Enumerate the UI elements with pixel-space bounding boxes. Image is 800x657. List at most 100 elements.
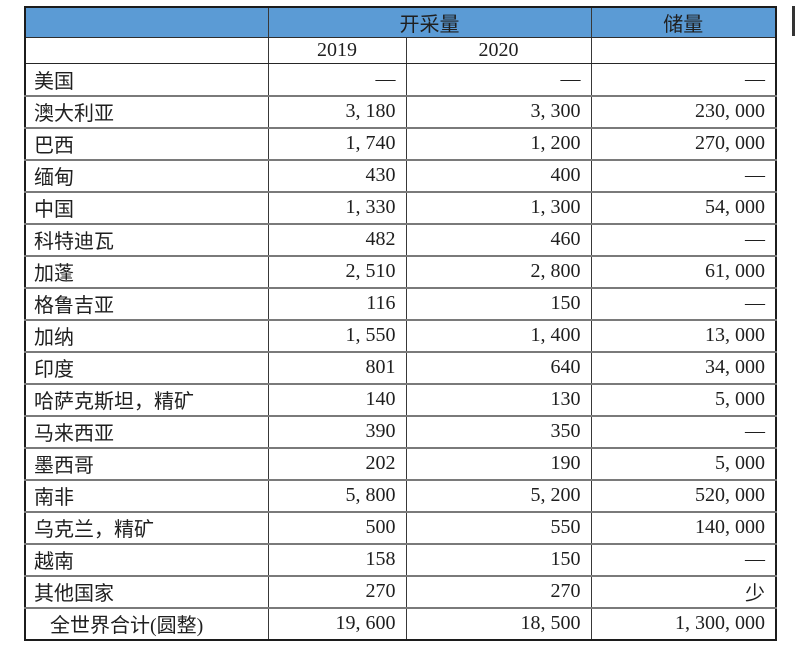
reserves-cell: 少 xyxy=(590,575,777,609)
reserves-cell: 5, 000 xyxy=(590,383,777,417)
reserves-cell: — xyxy=(590,223,777,257)
country-cell: 印度 xyxy=(24,351,269,385)
production-2019-cell: 1, 740 xyxy=(267,127,407,161)
production-2019-cell: 270 xyxy=(267,575,407,609)
country-cell: 科特迪瓦 xyxy=(24,223,269,257)
table-row: 全世界合计(圆整) 19, 600 18, 500 1, 300, 000 xyxy=(24,607,777,640)
production-2020-cell: 1, 400 xyxy=(405,319,592,353)
production-2020-cell: 1, 300 xyxy=(405,191,592,225)
reserves-cell: 270, 000 xyxy=(590,127,777,161)
production-2020-cell: 1, 200 xyxy=(405,127,592,161)
table-row: 印度 801 640 34, 000 xyxy=(24,351,777,385)
table-row: 美国 — — — xyxy=(24,63,777,97)
production-2019-cell: 430 xyxy=(267,159,407,193)
production-2019-cell: 482 xyxy=(267,223,407,257)
table-row: 墨西哥 202 190 5, 000 xyxy=(24,447,777,481)
table-row: 越南 158 150— xyxy=(24,543,777,577)
table-row: 中国 1, 330 1, 300 54, 000 xyxy=(24,191,777,225)
production-group-header: 开采量 xyxy=(267,7,592,38)
production-2020-cell: 190 xyxy=(405,447,592,481)
production-2019-cell: 158 xyxy=(267,543,407,577)
table-row: 加纳 1, 550 1, 400 13, 000 xyxy=(24,319,777,353)
production-2019-cell: — xyxy=(267,63,407,97)
production-2020-cell: 400 xyxy=(405,159,592,193)
table-row: 加蓬 2, 510 2, 800 61, 000 xyxy=(24,255,777,289)
table-row: 其他国家 270 270 少 xyxy=(24,575,777,609)
production-2019-cell: 500 xyxy=(267,511,407,545)
header-row-years: 2019 2020 xyxy=(24,37,777,64)
table-row: 南非 5, 800 5, 200 520, 000 xyxy=(24,479,777,513)
production-2020-cell: 350 xyxy=(405,415,592,449)
reserves-cell: 520, 000 xyxy=(590,479,777,513)
production-2019-cell: 140 xyxy=(267,383,407,417)
country-cell: 南非 xyxy=(24,479,269,513)
production-2020-cell: 460 xyxy=(405,223,592,257)
corner-header-cell xyxy=(24,7,269,38)
reserves-cell: 1, 300, 000 xyxy=(590,607,777,640)
table-row: 哈萨克斯坦，精矿 140 130 5, 000 xyxy=(24,383,777,417)
production-2020-cell: — xyxy=(405,63,592,97)
year-2020-header: 2020 xyxy=(405,37,592,64)
reserves-cell: — xyxy=(590,415,777,449)
country-cell: 乌克兰，精矿 xyxy=(24,511,269,545)
country-cell: 马来西亚 xyxy=(24,415,269,449)
production-2020-cell: 150 xyxy=(405,287,592,321)
country-cell: 其他国家 xyxy=(24,575,269,609)
country-cell: 缅甸 xyxy=(24,159,269,193)
reserves-cell: 5, 000 xyxy=(590,447,777,481)
table-row: 格鲁吉亚 116 150— xyxy=(24,287,777,321)
table-row: 巴西 1, 740 1, 200 270, 000 xyxy=(24,127,777,161)
country-cell: 美国 xyxy=(24,63,269,97)
production-2020-cell: 3, 300 xyxy=(405,95,592,129)
country-cell: 全世界合计(圆整) xyxy=(24,607,269,640)
country-cell: 巴西 xyxy=(24,127,269,161)
table-row: 乌克兰，精矿 500 550 140, 000 xyxy=(24,511,777,545)
reserves-cell: 230, 000 xyxy=(590,95,777,129)
production-2020-cell: 640 xyxy=(405,351,592,385)
production-2019-cell: 1, 330 xyxy=(267,191,407,225)
mineral-production-reserves-table: 开采量 储量 2019 2020 美国 — — — 澳大利亚 3, 180 3, 300 23… xyxy=(24,6,777,641)
header-row-groups: 开采量 储量 xyxy=(24,7,777,38)
production-2020-cell: 270 xyxy=(405,575,592,609)
table-row: 科特迪瓦 482 460— xyxy=(24,223,777,257)
reserves-header: 储量 xyxy=(590,7,777,38)
country-cell: 越南 xyxy=(24,543,269,577)
country-cell: 加蓬 xyxy=(24,255,269,289)
production-2019-cell: 1, 550 xyxy=(267,319,407,353)
reserves-cell: — xyxy=(590,543,777,577)
reserves-cell: — xyxy=(590,287,777,321)
text-cursor xyxy=(792,6,795,36)
production-2019-cell: 202 xyxy=(267,447,407,481)
reserves-subheader-cell xyxy=(590,37,777,64)
production-2020-cell: 18, 500 xyxy=(405,607,592,640)
production-2020-cell: 5, 200 xyxy=(405,479,592,513)
reserves-cell: 13, 000 xyxy=(590,319,777,353)
table-row: 缅甸 430 400— xyxy=(24,159,777,193)
reserves-cell: 34, 000 xyxy=(590,351,777,385)
production-2019-cell: 116 xyxy=(267,287,407,321)
production-2020-cell: 2, 800 xyxy=(405,255,592,289)
country-cell: 墨西哥 xyxy=(24,447,269,481)
year-2019-header: 2019 xyxy=(267,37,407,64)
country-header-cell xyxy=(24,37,269,64)
production-2019-cell: 19, 600 xyxy=(267,607,407,640)
production-2019-cell: 390 xyxy=(267,415,407,449)
production-2019-cell: 3, 180 xyxy=(267,95,407,129)
country-cell: 澳大利亚 xyxy=(24,95,269,129)
reserves-cell: — xyxy=(590,159,777,193)
reserves-cell: — xyxy=(590,63,777,97)
production-2020-cell: 150 xyxy=(405,543,592,577)
production-2019-cell: 5, 800 xyxy=(267,479,407,513)
table-row: 澳大利亚 3, 180 3, 300 230, 000 xyxy=(24,95,777,129)
production-2019-cell: 2, 510 xyxy=(267,255,407,289)
table-body: 美国 — — — 澳大利亚 3, 180 3, 300 230, 000 巴西 1, 740 1, … xyxy=(24,63,777,640)
production-2020-cell: 550 xyxy=(405,511,592,545)
reserves-cell: 61, 000 xyxy=(590,255,777,289)
country-cell: 哈萨克斯坦，精矿 xyxy=(24,383,269,417)
country-cell: 加纳 xyxy=(24,319,269,353)
table-row: 马来西亚 390 350— xyxy=(24,415,777,449)
country-cell: 格鲁吉亚 xyxy=(24,287,269,321)
reserves-cell: 140, 000 xyxy=(590,511,777,545)
production-2020-cell: 130 xyxy=(405,383,592,417)
